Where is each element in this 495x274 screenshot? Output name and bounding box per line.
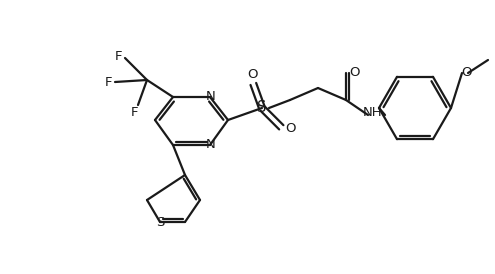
Text: N: N [206,138,216,152]
Text: O: O [349,65,359,78]
Text: S: S [257,101,267,116]
Text: N: N [206,90,216,104]
Text: F: F [130,107,138,119]
Text: F: F [104,76,112,89]
Text: O: O [462,67,472,79]
Text: NH: NH [363,107,383,119]
Text: S: S [156,216,164,230]
Text: O: O [247,68,257,81]
Text: O: O [285,122,295,136]
Text: F: F [114,50,122,64]
